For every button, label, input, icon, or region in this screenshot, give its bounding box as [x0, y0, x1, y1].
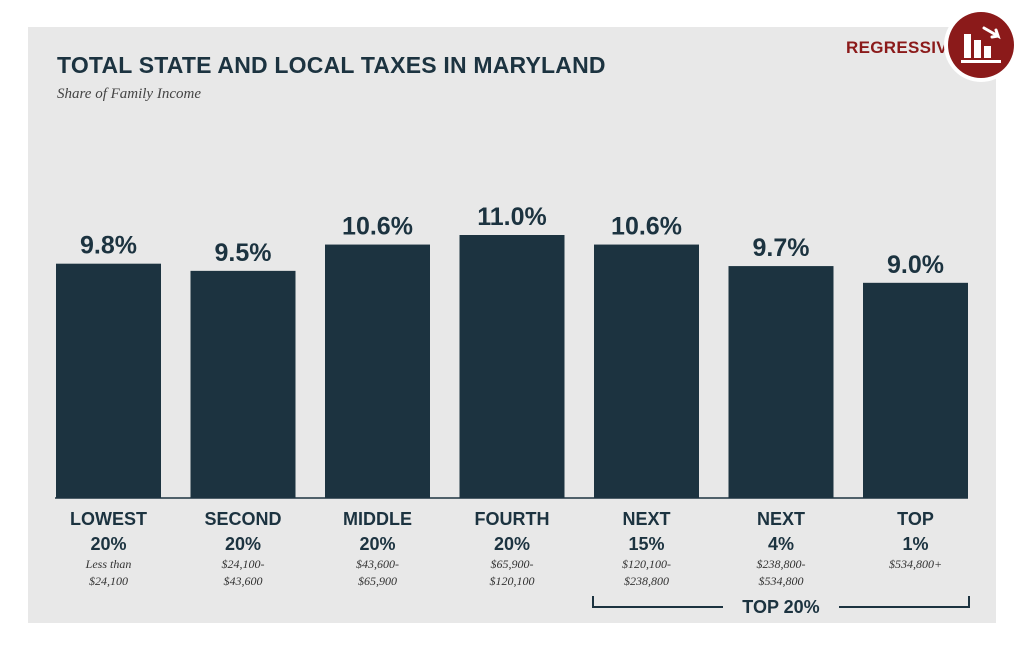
category-share-label: 1%: [902, 534, 928, 554]
income-range-label: $534,800: [759, 574, 804, 588]
bar: [325, 244, 430, 498]
bar: [190, 270, 296, 498]
income-range-label: $238,800: [624, 574, 669, 588]
income-range-label: $238,800-: [757, 557, 806, 571]
category-label: MIDDLE: [343, 509, 412, 529]
group-bracket-right: [839, 596, 970, 608]
bar-value-label: 9.8%: [80, 232, 137, 260]
category-share-label: 20%: [90, 534, 126, 554]
income-range-label: $65,900: [358, 574, 397, 588]
group-bracket-left: [592, 596, 723, 608]
bar: [594, 244, 699, 498]
income-range-label: $24,100-: [222, 557, 265, 571]
income-range-label: Less than: [85, 557, 132, 571]
category-label: TOP: [897, 509, 934, 529]
category-share-label: 15%: [628, 534, 664, 554]
bar: [728, 266, 834, 498]
income-range-label: $120,100: [490, 574, 535, 588]
category-share-label: 20%: [225, 534, 261, 554]
bar: [459, 235, 565, 498]
chart-title: TOTAL STATE AND LOCAL TAXES IN MARYLAND: [57, 52, 606, 78]
income-range-label: $120,100-: [622, 557, 671, 571]
bar: [863, 282, 968, 498]
bar-value-label: 9.5%: [215, 239, 272, 267]
regressive-label: REGRESSIVE: [846, 38, 960, 57]
income-range-label: $65,900-: [491, 557, 534, 571]
group-label: TOP 20%: [742, 597, 819, 617]
chart-subtitle: Share of Family Income: [57, 86, 201, 102]
category-label: NEXT: [622, 509, 670, 529]
category-label: LOWEST: [70, 509, 147, 529]
regressive-chart-icon: [944, 8, 1018, 82]
category-label: FOURTH: [475, 509, 550, 529]
category-share-label: 20%: [359, 534, 395, 554]
income-range-label: $24,100: [89, 574, 128, 588]
bar-value-label: 10.6%: [611, 213, 682, 241]
bar: [56, 263, 161, 498]
category-share-label: 4%: [768, 534, 794, 554]
bar-value-label: 9.7%: [753, 234, 810, 262]
category-share-label: 20%: [494, 534, 530, 554]
bar-value-label: 10.6%: [342, 213, 413, 241]
income-range-label: $43,600: [224, 574, 263, 588]
category-label: SECOND: [204, 509, 281, 529]
income-range-label: $43,600-: [356, 557, 399, 571]
category-label: NEXT: [757, 509, 805, 529]
income-range-label: $534,800+: [889, 557, 942, 571]
bar-value-label: 9.0%: [887, 251, 944, 279]
bar-value-label: 11.0%: [477, 203, 547, 231]
